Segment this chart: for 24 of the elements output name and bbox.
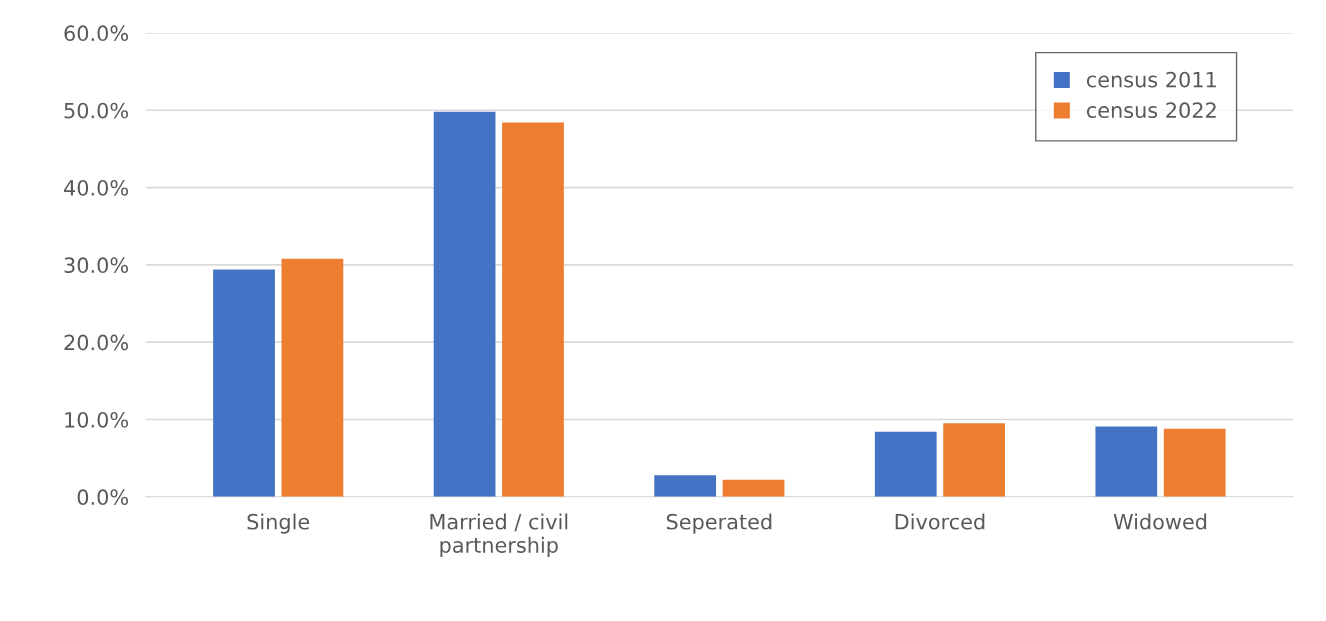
- y-tick-label: 50.0%: [64, 102, 129, 119]
- y-tick-label: 10.0%: [65, 411, 129, 428]
- bar: [213, 269, 275, 497]
- x-tick-label: Married / civil partnership: [430, 513, 568, 557]
- y-tick-label: 60.0%: [64, 25, 129, 42]
- legend-label: census 2011: [1086, 71, 1216, 88]
- bar: [722, 479, 785, 497]
- x-tick-label: Widowed: [1113, 513, 1207, 530]
- legend-label: census 2022: [1086, 102, 1216, 119]
- bar: [943, 423, 1005, 497]
- y-tick-label: 0.0%: [77, 489, 129, 506]
- x-tick-label: Single: [247, 513, 310, 534]
- bar: [502, 122, 564, 497]
- x-tick-label: Seperated: [666, 513, 772, 534]
- y-tick-label: 40.0%: [64, 179, 129, 196]
- bar: [874, 431, 937, 497]
- y-tick-label: 30.0%: [64, 257, 129, 274]
- bar: [1095, 426, 1158, 497]
- bar: [433, 111, 496, 497]
- y-tick-label: 20.0%: [64, 334, 129, 351]
- bar: [654, 475, 717, 497]
- bar: [281, 258, 344, 497]
- bar: [1163, 428, 1226, 497]
- x-tick-label: Divorced: [895, 513, 985, 530]
